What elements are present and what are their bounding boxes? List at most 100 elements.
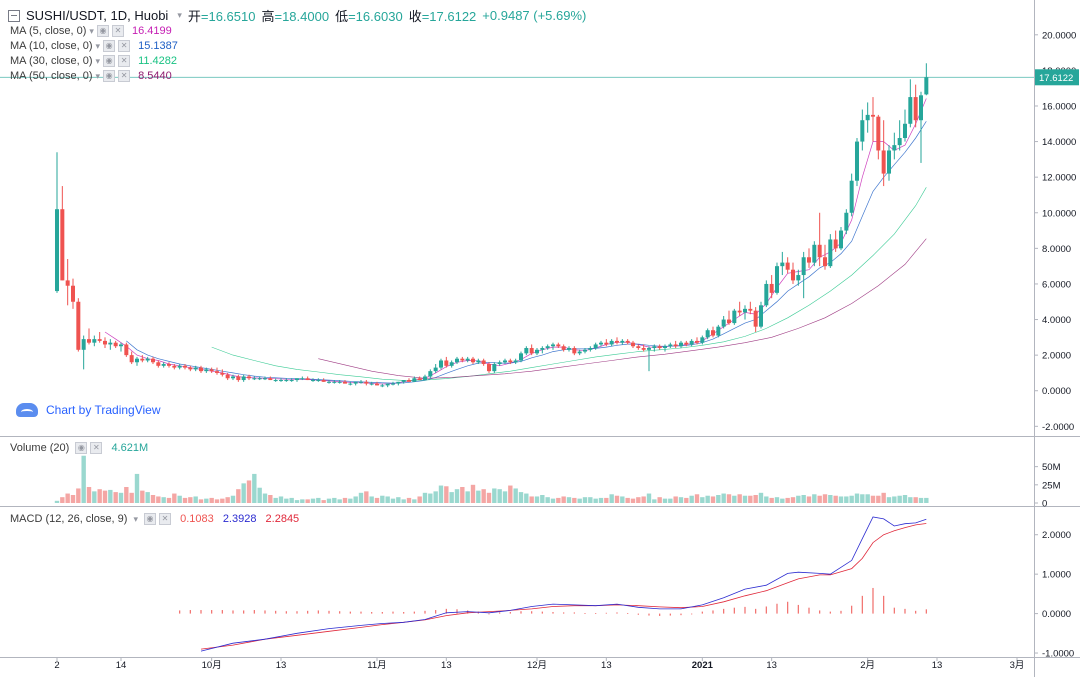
- chevron-down-icon[interactable]: ▾: [95, 41, 101, 51]
- chevron-down-icon[interactable]: ▾: [95, 56, 101, 66]
- chevron-down-icon[interactable]: ▾: [177, 10, 182, 20]
- candle-body: [470, 358, 475, 363]
- macd-histogram-bar: [232, 610, 234, 614]
- macd-legend-label[interactable]: MACD (12, 26, close, 9): [10, 513, 128, 525]
- volume-bar: [220, 498, 225, 503]
- eye-icon[interactable]: ◉: [144, 513, 157, 526]
- macd-histogram-bar: [840, 610, 842, 614]
- macd-histogram-bar: [371, 612, 373, 614]
- candle-body: [732, 310, 737, 324]
- macd-histogram-bar: [381, 612, 383, 614]
- candle-body: [182, 365, 187, 368]
- candle-body: [881, 150, 886, 174]
- macd-histogram-bar: [200, 610, 202, 614]
- volume-bar: [326, 498, 332, 503]
- volume-bar: [156, 496, 161, 503]
- chevron-down-icon[interactable]: ▾: [133, 514, 138, 524]
- candle-body: [460, 358, 465, 361]
- macd-histogram-bar: [573, 612, 575, 614]
- candle-body: [780, 262, 785, 267]
- eye-icon[interactable]: ◉: [103, 55, 116, 68]
- volume-bar: [364, 491, 369, 503]
- close-icon[interactable]: ✕: [111, 25, 124, 38]
- candle-body: [614, 340, 619, 343]
- volume-bar: [646, 493, 652, 503]
- tradingview-watermark[interactable]: Chart by TradingView: [16, 403, 161, 417]
- tradingview-watermark-text[interactable]: Chart by TradingView: [46, 403, 161, 417]
- volume-bar: [204, 498, 209, 503]
- volume-bar: [689, 495, 694, 503]
- volume-bar: [129, 492, 134, 503]
- candle-body: [529, 348, 534, 354]
- close-icon[interactable]: ✕: [118, 70, 131, 83]
- candle-body: [438, 360, 443, 368]
- volume-bar: [876, 495, 881, 503]
- candle-body: [673, 344, 678, 347]
- candle-body: [198, 367, 203, 372]
- time-axis-label: 13: [276, 660, 287, 671]
- volume-bar: [118, 492, 124, 503]
- time-axis-label: 13: [601, 660, 612, 671]
- volume-bar: [636, 497, 641, 503]
- macd-histogram-bar: [189, 610, 191, 614]
- macd-histogram-bar: [616, 612, 618, 614]
- volume-bar: [369, 496, 374, 503]
- macd-histogram-bar: [733, 607, 735, 614]
- volume-bar: [230, 495, 236, 503]
- macd-histogram-bar: [264, 610, 266, 614]
- last-price-tag: [1035, 69, 1079, 86]
- candle-body: [844, 212, 849, 231]
- price-axis-label: -2.0000: [1042, 422, 1074, 433]
- macd-histogram-bar: [669, 613, 671, 616]
- macd-histogram-bar: [499, 612, 501, 614]
- candle-body: [316, 380, 321, 382]
- volume-bar: [678, 497, 684, 503]
- candle-body: [897, 138, 902, 146]
- ma-legend-label[interactable]: MA (50, close, 0): [10, 70, 93, 82]
- volume-bar: [742, 495, 748, 503]
- volume-legend-label[interactable]: Volume (20): [10, 442, 70, 454]
- volume-bar: [358, 492, 364, 503]
- candle-body: [374, 383, 379, 386]
- eye-icon[interactable]: ◉: [103, 40, 116, 53]
- volume-bar: [780, 498, 785, 503]
- symbol-title[interactable]: SUSHI/USDT, 1D, Huobi: [26, 8, 169, 23]
- candle-body: [481, 360, 486, 365]
- eye-icon[interactable]: ◉: [75, 442, 88, 455]
- volume-bar: [374, 497, 380, 503]
- volume-bar: [630, 498, 636, 503]
- volume-bar: [822, 494, 828, 503]
- candle-body: [225, 374, 230, 379]
- volume-bar: [748, 495, 753, 503]
- volume-bar: [865, 494, 870, 503]
- time-axis-label: 11月: [367, 660, 386, 671]
- collapse-icon[interactable]: [8, 9, 20, 22]
- eye-icon[interactable]: ◉: [96, 25, 109, 38]
- candle-body: [636, 346, 641, 349]
- close-icon[interactable]: ✕: [90, 442, 103, 455]
- volume-bar: [433, 491, 438, 503]
- macd-histogram-bar: [392, 611, 394, 614]
- ma-legend-label[interactable]: MA (30, close, 0): [10, 55, 93, 67]
- candle-body: [156, 362, 161, 366]
- chevron-down-icon[interactable]: ▾: [95, 71, 101, 81]
- eye-icon[interactable]: ◉: [103, 70, 116, 83]
- close-icon[interactable]: ✕: [159, 513, 172, 526]
- candle-body: [380, 385, 385, 387]
- chevron-down-icon[interactable]: ▾: [89, 26, 94, 36]
- volume-bar: [534, 496, 540, 503]
- ma-legend-label[interactable]: MA (10, close, 0): [10, 40, 93, 52]
- close-icon[interactable]: ✕: [118, 55, 131, 68]
- candle-body: [854, 141, 859, 181]
- candle-body: [358, 381, 363, 383]
- close-value: =17.6122: [421, 9, 477, 24]
- macd-histogram-bar: [605, 612, 607, 614]
- ma-legend-label[interactable]: MA (5, close, 0): [10, 25, 87, 37]
- close-icon[interactable]: ✕: [118, 40, 131, 53]
- candle-body: [76, 301, 81, 350]
- volume-bar: [492, 488, 497, 503]
- volume-bar: [193, 496, 198, 503]
- candle-body: [140, 358, 145, 361]
- time-axis-label: 2: [54, 660, 59, 671]
